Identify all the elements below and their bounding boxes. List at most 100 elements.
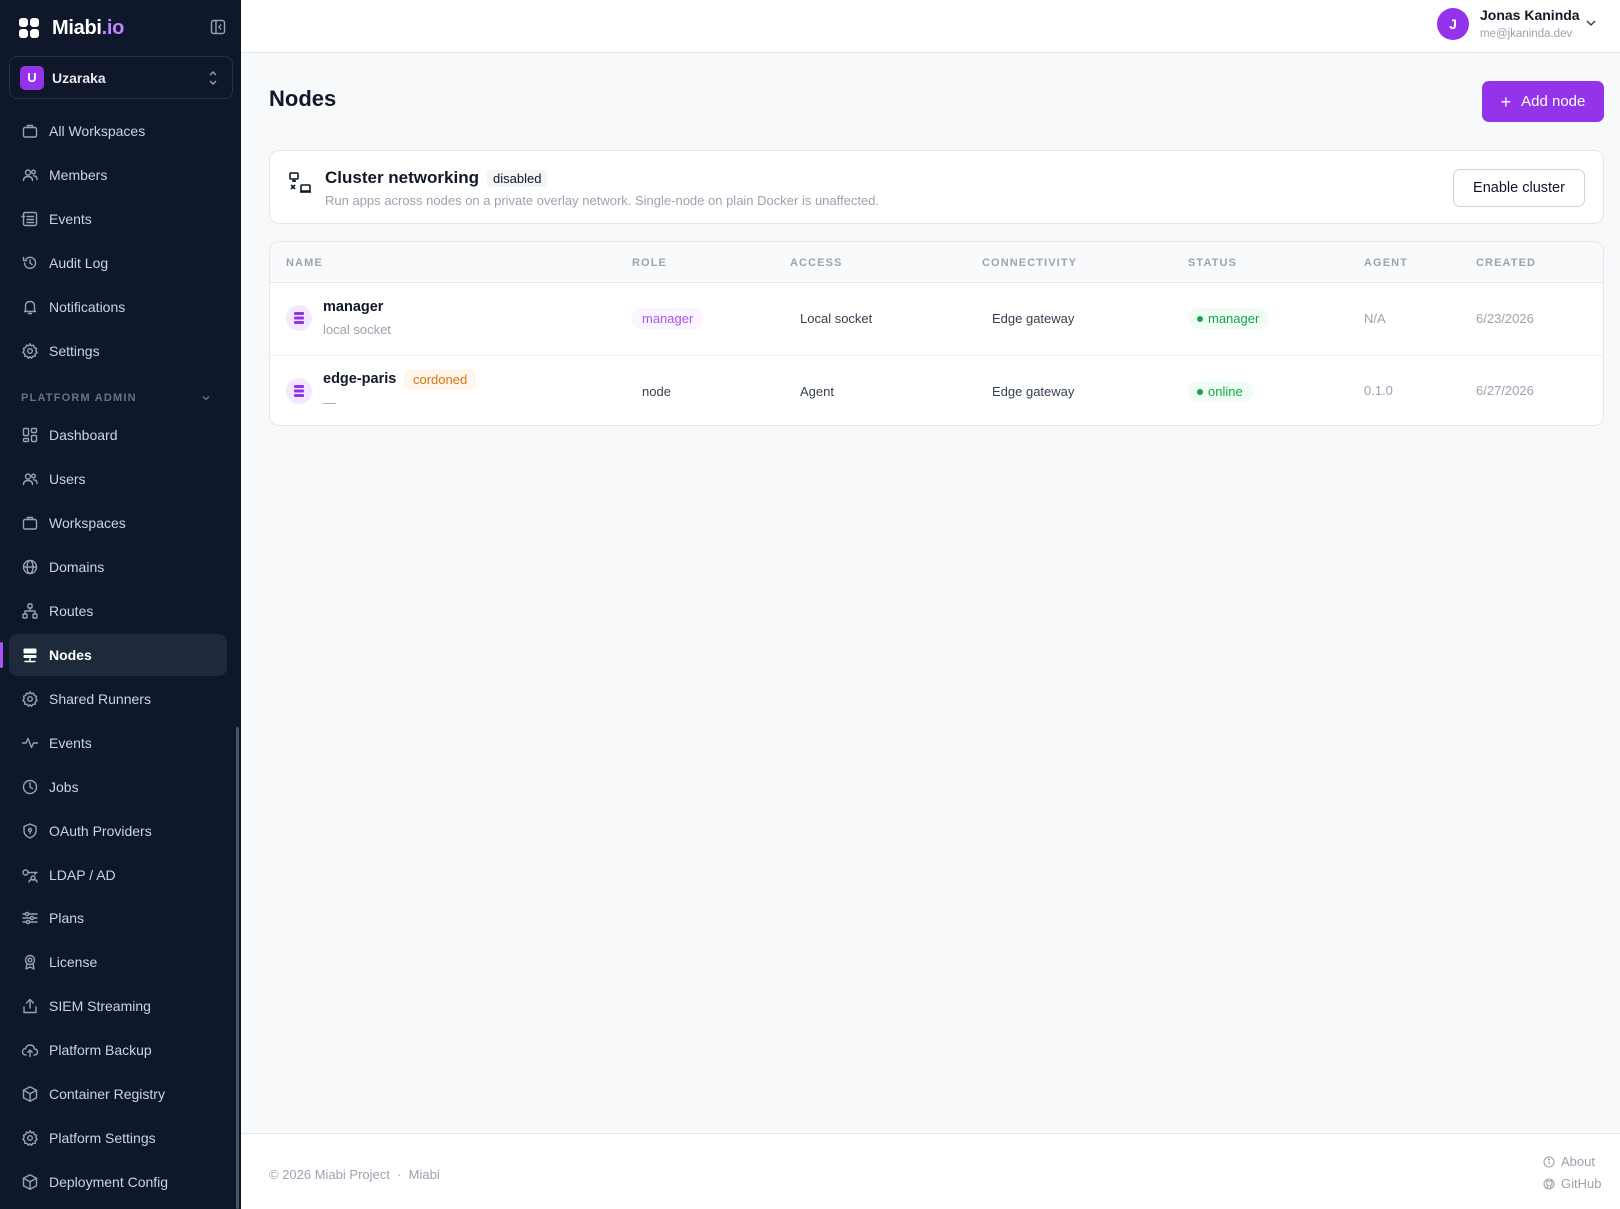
sidebar-item-shared-runners[interactable]: Shared Runners bbox=[9, 678, 227, 720]
gear-icon bbox=[22, 342, 38, 359]
badge-icon bbox=[24, 955, 36, 971]
cluster-title: Cluster networking bbox=[325, 168, 479, 187]
server-icon bbox=[23, 648, 37, 662]
upload-icon bbox=[23, 999, 37, 1014]
add-node-button[interactable]: + Add node bbox=[1482, 81, 1604, 122]
enable-cluster-button[interactable]: Enable cluster bbox=[1453, 169, 1585, 207]
table-row[interactable]: edge-paris cordoned — node Agent Edge ga… bbox=[270, 355, 1603, 425]
brand[interactable]: Miabi.io bbox=[18, 16, 124, 40]
sidebar-item-label: Shared Runners bbox=[49, 690, 151, 707]
sidebar-item-audit-log[interactable]: Audit Log bbox=[9, 242, 227, 284]
sidebar-item-label: LDAP / AD bbox=[49, 866, 116, 883]
globe-icon bbox=[22, 559, 38, 575]
chevron-up-down-icon bbox=[209, 71, 217, 85]
sidebar-item-deployment-config[interactable]: Deployment Config bbox=[9, 1161, 227, 1203]
column-header-status[interactable]: STATUS bbox=[1188, 257, 1237, 269]
about-link[interactable]: About bbox=[1543, 1154, 1595, 1169]
sidebar-item-domains[interactable]: Domains bbox=[9, 546, 227, 588]
column-header-created[interactable]: CREATED bbox=[1476, 257, 1537, 269]
sidebar-item-label: Container Registry bbox=[49, 1086, 165, 1103]
briefcase-icon bbox=[22, 124, 38, 138]
column-header-connectivity[interactable]: CONNECTIVITY bbox=[982, 257, 1078, 269]
node-name[interactable]: edge-paris bbox=[323, 371, 397, 387]
sidebar-item-label: Settings bbox=[49, 342, 100, 359]
workspace-name: Uzaraka bbox=[52, 69, 106, 86]
connectivity-cell: Edge gateway bbox=[992, 311, 1075, 326]
column-header-agent[interactable]: AGENT bbox=[1364, 257, 1408, 269]
sidebar-item-dashboard[interactable]: Dashboard bbox=[9, 414, 227, 456]
sidebar-item-settings[interactable]: Settings bbox=[9, 330, 227, 372]
platform-admin-label: PLATFORM ADMIN bbox=[21, 392, 137, 404]
sidebar-item-users[interactable]: Users bbox=[9, 458, 227, 500]
nodes-table: NAME ROLE ACCESS CONNECTIVITY STATUS AGE… bbox=[269, 241, 1604, 426]
cluster-status-badge: disabled bbox=[487, 170, 548, 187]
table-header: NAME ROLE ACCESS CONNECTIVITY STATUS AGE… bbox=[270, 242, 1603, 283]
access-cell: Local socket bbox=[800, 311, 873, 326]
cluster-description: Run apps across nodes on a private overl… bbox=[325, 193, 880, 208]
sidebar-item-label: Members bbox=[49, 166, 108, 183]
sidebar-item-all-workspaces[interactable]: All Workspaces bbox=[9, 110, 227, 152]
sidebar-item-ldap-ad[interactable]: LDAP / AD bbox=[9, 854, 227, 896]
sidebar-item-nodes[interactable]: Nodes bbox=[0, 633, 227, 676]
gear-icon bbox=[22, 690, 38, 707]
page-title: Nodes bbox=[269, 86, 337, 111]
sidebar: Miabi.io U Uzaraka All Workspaces Members… bbox=[0, 0, 241, 1209]
sidebar-item-label: All Workspaces bbox=[49, 123, 146, 139]
sidebar-item-container-registry[interactable]: Container Registry bbox=[9, 1073, 227, 1115]
workspace-avatar: U bbox=[20, 65, 44, 90]
github-icon bbox=[1543, 1177, 1555, 1190]
column-header-access[interactable]: ACCESS bbox=[790, 257, 843, 269]
role-cell: node bbox=[642, 384, 671, 399]
sidebar-item-workspaces[interactable]: Workspaces bbox=[9, 502, 227, 544]
sidebar-scrollbar[interactable] bbox=[236, 727, 239, 1209]
user-avatar[interactable]: J bbox=[1437, 8, 1469, 40]
list-icon bbox=[21, 211, 38, 227]
collapse-sidebar-icon[interactable] bbox=[210, 19, 226, 35]
sidebar-item-events[interactable]: Events bbox=[9, 198, 227, 240]
sidebar-item-label: Jobs bbox=[49, 778, 79, 795]
bell-icon bbox=[23, 300, 37, 314]
user-email: me@jkaninda.dev bbox=[1480, 28, 1573, 40]
plus-icon: + bbox=[1500, 91, 1512, 112]
sidebar-item-platform-settings[interactable]: Platform Settings bbox=[9, 1117, 227, 1159]
sidebar-item-label: Workspaces bbox=[49, 514, 126, 531]
sidebar-item-license[interactable]: License bbox=[9, 941, 227, 983]
sidebar-item-label: Notifications bbox=[49, 298, 126, 315]
chevron-down-icon[interactable] bbox=[200, 392, 212, 404]
sidebar-item-platform-backup[interactable]: Platform Backup bbox=[9, 1029, 227, 1071]
workspace-switcher[interactable]: U Uzaraka bbox=[9, 56, 233, 99]
dashboard-icon bbox=[22, 427, 38, 443]
sidebar-item-members[interactable]: Members bbox=[9, 154, 227, 196]
sidebar-item-label: Plans bbox=[49, 910, 85, 927]
node-subtitle: — bbox=[323, 395, 336, 410]
node-subtitle: local socket bbox=[323, 322, 391, 337]
cordoned-badge: cordoned bbox=[404, 369, 477, 390]
sidebar-item-label: Audit Log bbox=[49, 254, 109, 271]
column-header-role[interactable]: ROLE bbox=[632, 257, 667, 269]
sidebar-item-routes[interactable]: Routes bbox=[9, 590, 227, 632]
sidebar-item-plans[interactable]: Plans bbox=[9, 897, 227, 939]
user-name[interactable]: Jonas Kaninda bbox=[1480, 7, 1580, 23]
cluster-networking-card: Cluster networking disabled Run apps acr… bbox=[269, 150, 1604, 224]
column-header-name[interactable]: NAME bbox=[286, 257, 323, 269]
box-icon bbox=[22, 1086, 38, 1103]
sidebar-item-siem-streaming[interactable]: SIEM Streaming bbox=[9, 985, 227, 1027]
status-badge: manager bbox=[1188, 308, 1270, 329]
server-icon bbox=[286, 305, 312, 331]
table-row[interactable]: manager local socket manager Local socke… bbox=[270, 284, 1603, 355]
sidebar-item-label: License bbox=[49, 954, 98, 971]
cloud-upload-icon bbox=[21, 1044, 39, 1058]
server-icon bbox=[286, 378, 312, 404]
network-nodes-icon bbox=[289, 172, 311, 193]
sidebar-item-label: Events bbox=[49, 210, 92, 227]
user-menu-chevron-icon[interactable] bbox=[1584, 16, 1598, 30]
users-icon bbox=[22, 473, 38, 486]
github-link[interactable]: GitHub bbox=[1543, 1176, 1601, 1191]
sidebar-item-oauth-providers[interactable]: OAuth Providers bbox=[9, 810, 227, 852]
sidebar-item-events[interactable]: Events bbox=[9, 722, 227, 764]
sidebar-item-label: SIEM Streaming bbox=[49, 998, 151, 1015]
sidebar-item-jobs[interactable]: Jobs bbox=[9, 766, 227, 808]
sidebar-item-notifications[interactable]: Notifications bbox=[9, 286, 227, 328]
node-name[interactable]: manager bbox=[323, 299, 384, 315]
agent-version-cell: N/A bbox=[1364, 311, 1386, 326]
